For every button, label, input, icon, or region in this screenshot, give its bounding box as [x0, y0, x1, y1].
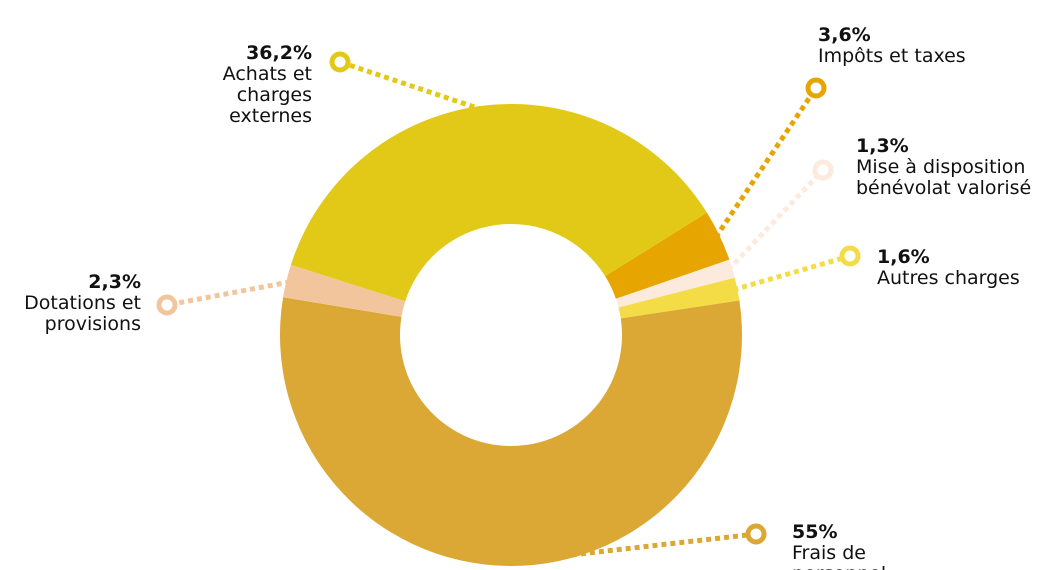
slice-label-achats: charges [237, 84, 312, 106]
leader-line-personnel [509, 532, 747, 565]
slice-label-autres: Autres charges [877, 267, 1020, 289]
slice-label-impots: Impôts et taxes [818, 45, 966, 67]
donut-slices [280, 104, 742, 567]
slice-autres [618, 277, 740, 319]
leader-line-achats [348, 62, 484, 113]
leader-dot-impots [805, 77, 827, 99]
slice-personnel [280, 297, 742, 567]
slice-pct-label-autres: 1,6% [877, 246, 930, 268]
leader-dot-benevolat [812, 159, 834, 181]
slice-label-achats: Achats et [223, 63, 312, 85]
slice-pct-label-benevolat: 1,3% [856, 135, 909, 157]
slice-labels: 3,6%Impôts et taxes 1,3%Mise à dispositio… [24, 24, 1031, 570]
slice-label-personnel: Frais de [792, 542, 866, 564]
slice-pct-label-personnel: 55% [792, 521, 837, 543]
slice-label-benevolat: bénévolat valorisé [856, 177, 1031, 199]
slice-pct-label-achats: 36,2% [246, 42, 312, 64]
slice-label-dotations: provisions [45, 313, 141, 335]
leader-line-benevolat [726, 175, 818, 272]
slice-label-achats: externes [229, 105, 312, 127]
leader-dot-autres [839, 245, 861, 267]
slice-pct-label-dotations: 2,3% [88, 271, 141, 293]
slice-achats [290, 104, 707, 302]
leader-line-dotations [176, 279, 291, 306]
leader-dot-personnel [745, 523, 767, 545]
slice-dotations [283, 264, 406, 317]
leader-lines [156, 51, 861, 565]
slice-impots [605, 212, 730, 299]
leader-line-autres [732, 256, 842, 293]
slice-label-benevolat: Mise à disposition [856, 156, 1025, 178]
leader-line-impots [713, 94, 813, 239]
slice-label-personnel: personnel [792, 563, 886, 570]
leader-dot-achats [329, 51, 351, 73]
leader-dot-dotations [156, 294, 178, 316]
slice-benevolat [615, 259, 735, 308]
slice-pct-label-impots: 3,6% [818, 24, 871, 46]
slice-label-dotations: Dotations et [24, 292, 141, 314]
